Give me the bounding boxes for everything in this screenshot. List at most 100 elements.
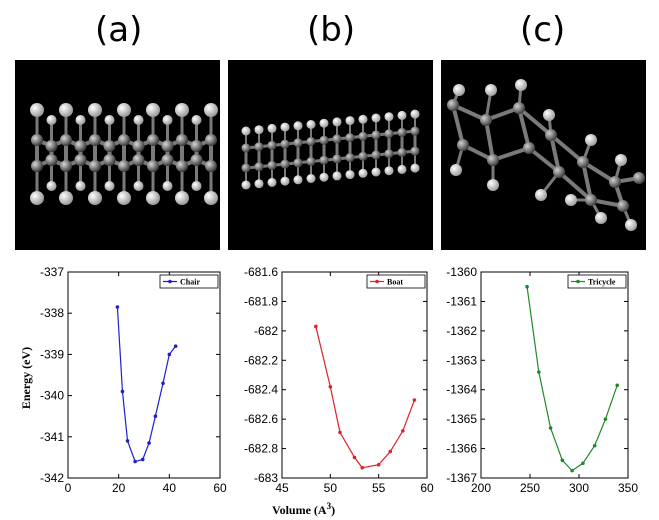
hydrogen-atom xyxy=(487,179,499,191)
data-point xyxy=(153,414,158,419)
carbon-atom xyxy=(633,172,645,184)
hydrogen-atom xyxy=(146,103,160,117)
hydrogen-atom xyxy=(397,164,407,174)
bond xyxy=(549,133,561,174)
hydrogen-atom xyxy=(358,168,368,178)
carbon-atom xyxy=(306,157,316,166)
carbon-atom xyxy=(254,162,264,172)
chart-chair: 0 20 40 60 -342 -341 -340 -339 -338 -337 Chair xyxy=(40,265,227,495)
data-point xyxy=(173,344,178,348)
hydrogen-atom xyxy=(104,115,115,125)
carbon-atom xyxy=(577,156,589,168)
bond xyxy=(581,160,593,202)
data-point xyxy=(147,441,151,445)
carbon-atom xyxy=(410,126,420,136)
carbon-atom xyxy=(306,137,316,146)
hydrogen-atom xyxy=(280,176,290,186)
carbon-atom xyxy=(513,102,525,114)
x-tick-label: 350 xyxy=(618,481,638,495)
legend-label: Tricycle xyxy=(588,278,616,287)
carbon-atom xyxy=(293,138,303,148)
x-tick-label: 300 xyxy=(569,481,589,495)
data-point xyxy=(412,398,417,402)
boat-structure-image xyxy=(228,60,433,250)
chart-tricycle: 200 250 300 350 -1367 -1366 -1365 -1364 -1363 -13… xyxy=(446,265,638,495)
y-tick-label: -682.2 xyxy=(244,353,278,367)
y-tick-label: -682 xyxy=(254,324,278,338)
y-tick-label: -683 xyxy=(254,471,278,485)
hydrogen-atom xyxy=(133,181,144,191)
hydrogen-atom xyxy=(293,175,303,185)
hydrogen-atom xyxy=(453,84,465,96)
carbon-atom xyxy=(447,99,459,111)
y-axis-label: Energy (eV) xyxy=(19,347,33,409)
hydrogen-atom xyxy=(204,191,218,205)
carbon-atom xyxy=(190,140,203,152)
hydrogen-atom xyxy=(191,115,202,125)
series-line-tricycle xyxy=(526,286,618,472)
hydrogen-atom xyxy=(30,191,44,205)
hydrogen-atom xyxy=(625,219,637,231)
carbon-atom xyxy=(60,134,72,146)
y-tick-label: -1365 xyxy=(446,412,477,426)
x-tick-label: 250 xyxy=(520,481,540,495)
y-tick-label: -337 xyxy=(40,265,64,279)
hydrogen-atom xyxy=(59,191,73,205)
hydrogen-atom xyxy=(241,180,251,190)
chair-structure-image xyxy=(15,60,220,250)
y-tick-label: -1364 xyxy=(446,383,477,397)
carbon-atom xyxy=(384,149,394,159)
carbon-atom xyxy=(241,163,251,173)
carbon-atom xyxy=(280,139,290,149)
carbon-atom xyxy=(345,133,355,143)
hydrogen-atom xyxy=(254,179,264,189)
hydrogen-atom xyxy=(384,112,394,122)
hydrogen-atom xyxy=(535,189,547,201)
hydrogen-atom xyxy=(280,122,290,132)
data-point xyxy=(376,462,381,467)
carbon-atom xyxy=(241,143,251,153)
data-point xyxy=(352,455,357,460)
y-tick-label: -681.8 xyxy=(244,294,278,308)
hydrogen-atom xyxy=(371,167,381,177)
legend-label: Boat xyxy=(387,278,403,287)
x-tick-label: 45 xyxy=(275,481,289,495)
carbon-atom xyxy=(371,130,381,140)
hydrogen-atom xyxy=(543,109,555,121)
hydrogen-atom xyxy=(306,120,316,129)
carbon-atom xyxy=(267,160,277,170)
panel-label-b: (b) xyxy=(307,10,356,50)
data-point xyxy=(548,426,553,430)
tricycle-structure-image xyxy=(441,60,646,250)
hydrogen-atom xyxy=(371,113,381,123)
hydrogen-atom xyxy=(46,115,57,125)
data-point xyxy=(338,430,342,435)
y-tick-label: -682.8 xyxy=(244,442,278,456)
bond xyxy=(491,146,531,162)
y-tick-label: -342 xyxy=(40,471,64,485)
hydrogen-atom xyxy=(345,116,355,126)
x-tick-label: 200 xyxy=(471,481,491,495)
legend-marker xyxy=(375,279,379,284)
hydrogen-atom xyxy=(595,212,607,224)
carbon-atom xyxy=(384,129,394,139)
hydrogen-atom xyxy=(204,103,218,117)
carbon-atom xyxy=(205,160,217,172)
y-tick-label: -681.6 xyxy=(244,265,278,279)
carbon-atom xyxy=(31,160,43,172)
x-axis-label: Volume (A3) xyxy=(272,501,335,517)
hydrogen-atom xyxy=(485,84,497,96)
carbon-atom xyxy=(293,158,303,168)
hydrogen-atom xyxy=(162,181,173,191)
hydrogen-atom xyxy=(267,177,277,187)
y-tick-label: -1362 xyxy=(446,324,477,338)
carbon-atom xyxy=(147,160,159,172)
data-point xyxy=(581,461,585,466)
carbon-atom xyxy=(345,153,355,163)
hydrogen-atom xyxy=(397,110,407,120)
data-point xyxy=(388,449,393,454)
hydrogen-atom xyxy=(241,126,251,136)
y-tick-label: -1363 xyxy=(446,353,477,367)
hydrogen-atom xyxy=(515,79,527,91)
data-point xyxy=(314,324,318,329)
